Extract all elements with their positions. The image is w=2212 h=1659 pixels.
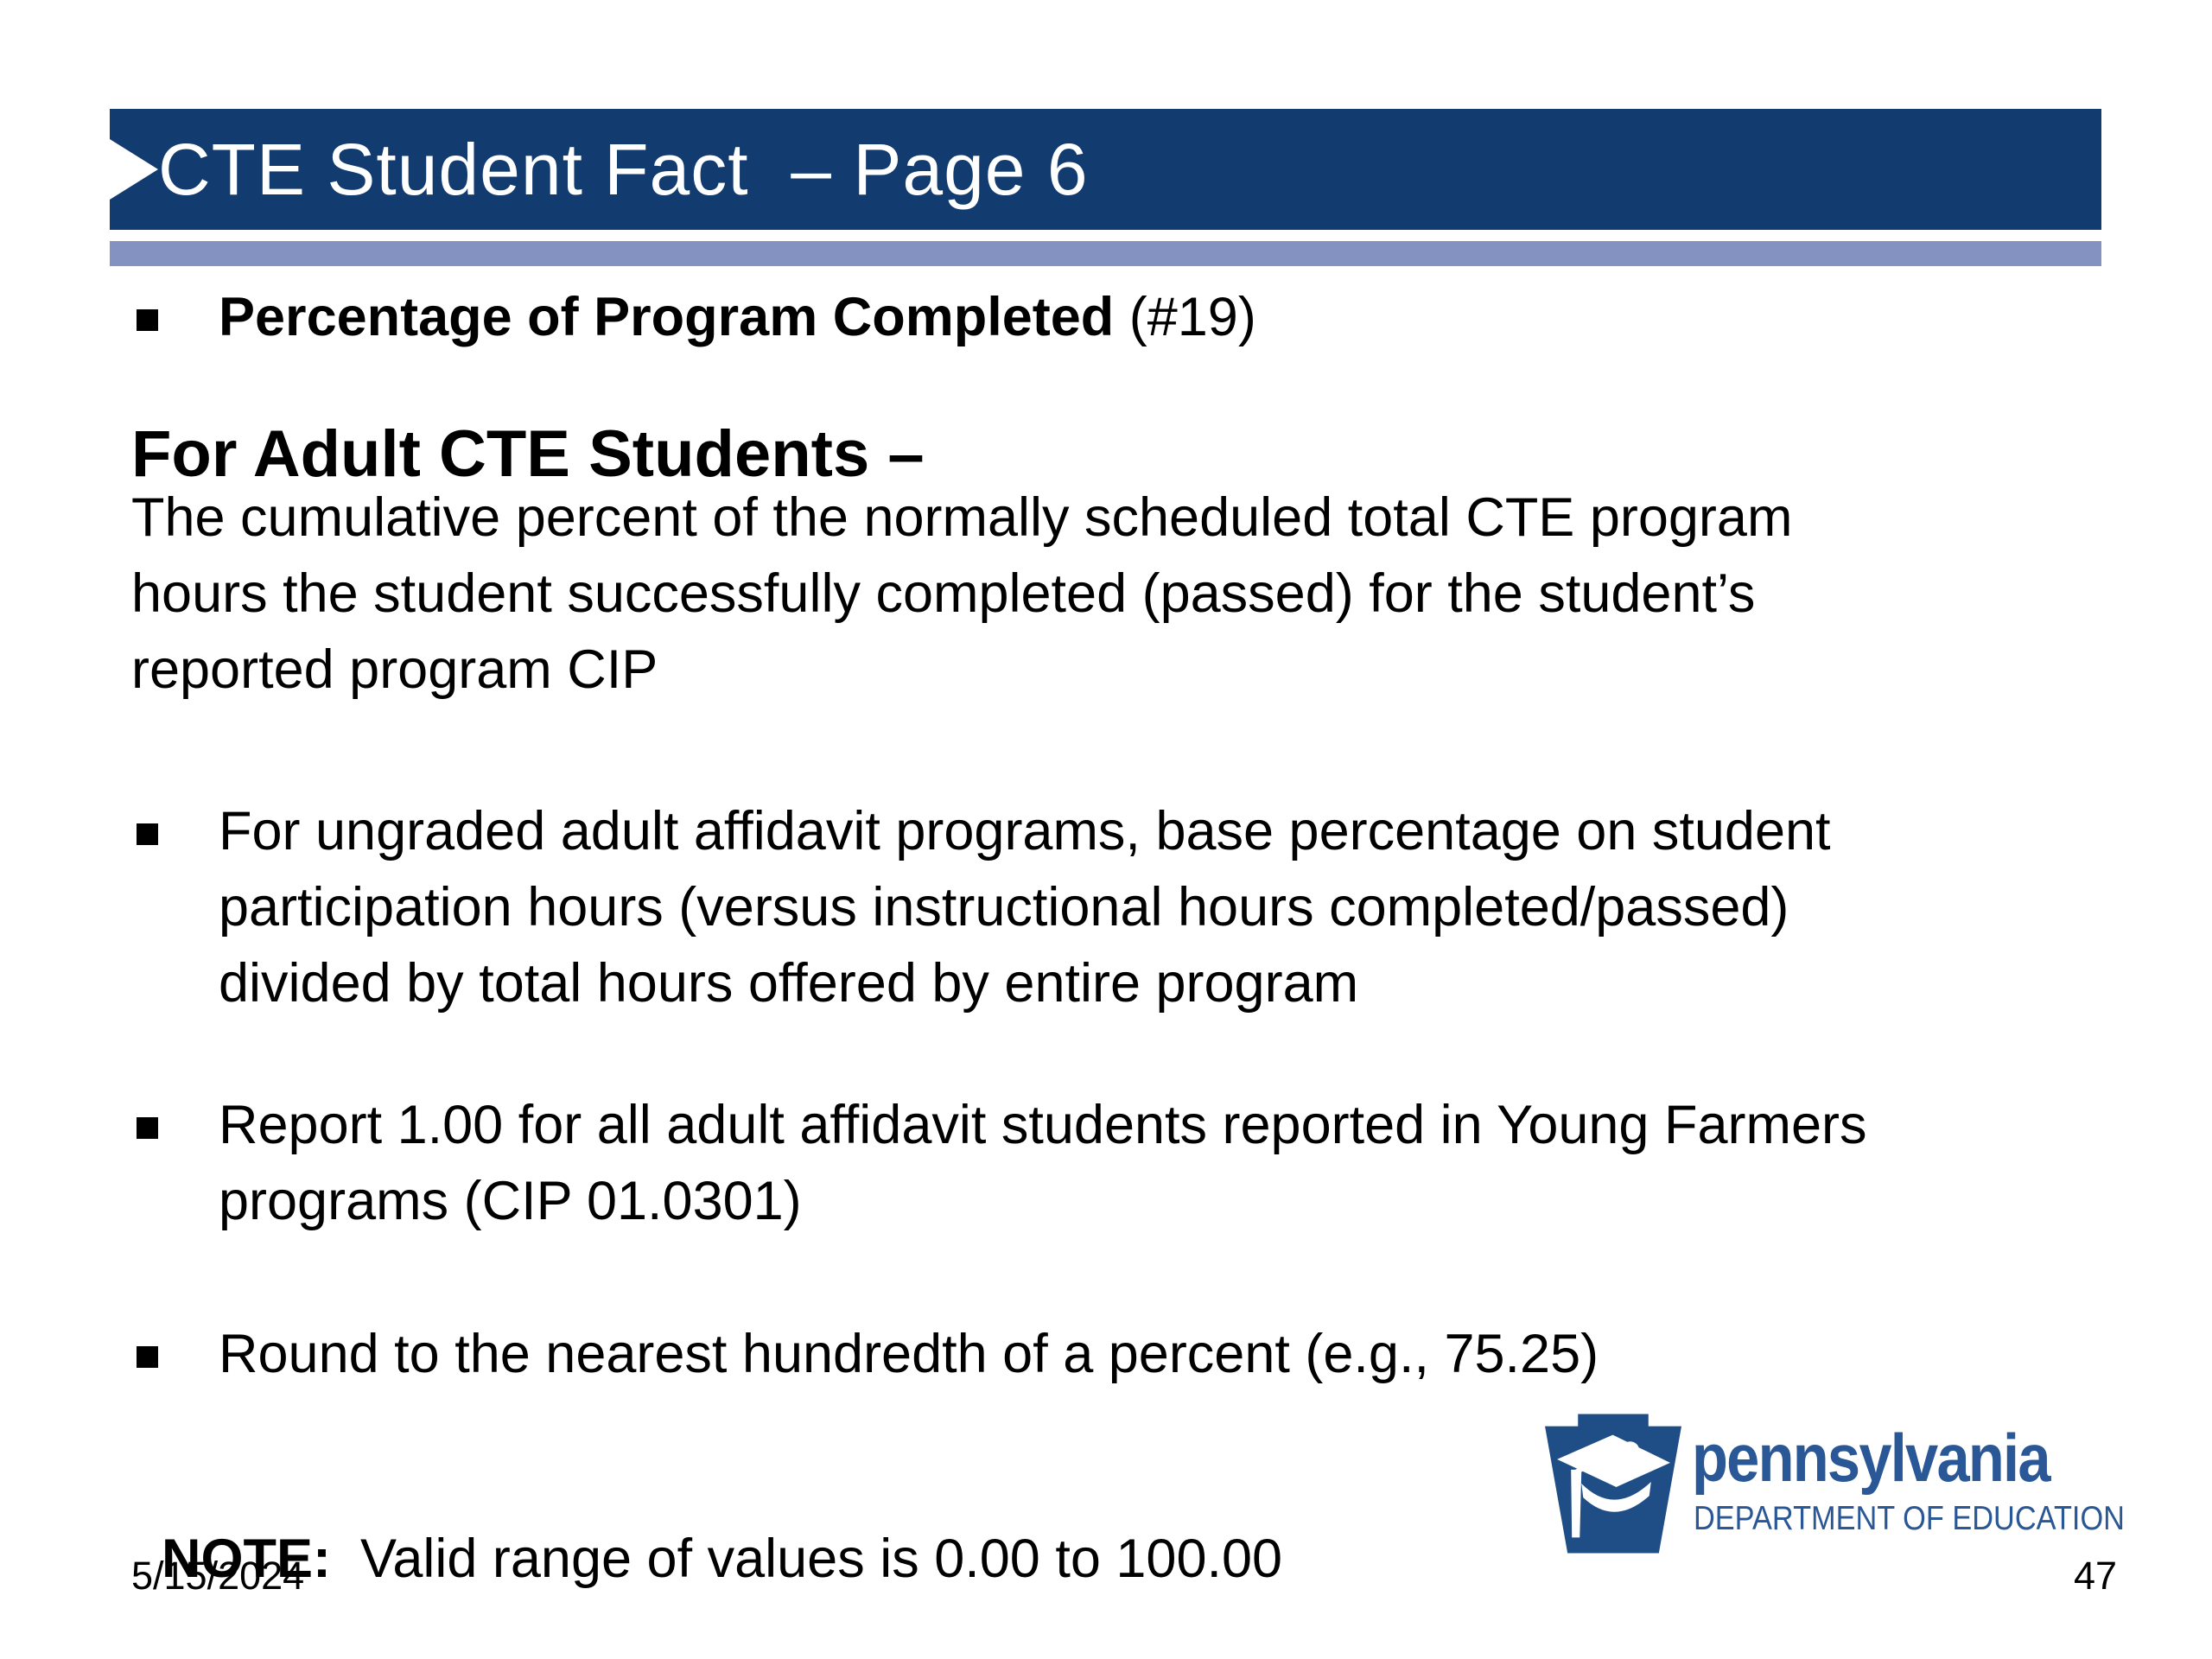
pa-keystone-logo (1545, 1414, 1681, 1554)
grad-cap-tassel (1571, 1469, 1582, 1538)
bullet-item-ungraded: For ungraded adult affidavit programs, b… (137, 793, 1831, 1021)
accent-divider-bar (110, 241, 2101, 266)
paragraph-line: The cumulative percent of the normally s… (131, 487, 1793, 548)
logo-wordmark: pennsylvania (1692, 1420, 2051, 1496)
chevron-right-icon (110, 139, 158, 200)
footer-page-number: 47 (2073, 1554, 2117, 1598)
note-line: NOTE: Valid range of values is 0.00 to 10… (131, 1445, 1282, 1597)
note-text: Valid range of values is 0.00 to 100.00 (360, 1529, 1283, 1589)
bullet-line: divided by total hours offered by entire… (219, 953, 1359, 1014)
square-bullet-icon (137, 1346, 158, 1368)
bullet-line: Round to the nearest hundredth of a perc… (219, 1324, 1599, 1384)
square-bullet-icon (137, 823, 158, 845)
grad-cap-base (1581, 1481, 1651, 1512)
bullet-item-percentage: Percentage of Program Completed (#19) (137, 279, 1256, 355)
grad-cap-board (1557, 1434, 1670, 1488)
paragraph-line: reported program CIP (131, 639, 658, 700)
slide-title-bar: CTE Student Fact – Page 6 (110, 109, 2101, 230)
grad-cap-tassel-cord (1575, 1452, 1626, 1474)
slide-title: CTE Student Fact – Page 6 (158, 128, 1089, 210)
bullet1-bold-text: Percentage of Program Completed (219, 287, 1115, 347)
bullet1-rest-text: (#19) (1114, 287, 1256, 347)
bullet-line: programs (CIP 01.0301) (219, 1171, 802, 1231)
grad-cap-button (1621, 1441, 1640, 1460)
definition-paragraph: The cumulative percent of the normally s… (131, 480, 1792, 708)
bullet-line: For ungraded adult affidavit programs, b… (219, 801, 1831, 861)
section-heading: For Adult CTE Students – (131, 417, 925, 491)
bullet-line: Percentage of Program Completed (#19) (219, 279, 1256, 355)
square-bullet-icon (137, 1117, 158, 1139)
bullet-item-round: Round to the nearest hundredth of a perc… (137, 1316, 1599, 1392)
paragraph-line: hours the student successfully completed… (131, 563, 1756, 624)
logo-subtitle: DEPARTMENT OF EDUCATION (1694, 1500, 2125, 1537)
bullet-line: participation hours (versus instructiona… (219, 877, 1789, 938)
note-label: NOTE: (162, 1529, 331, 1589)
footer-date: 5/15/2024 (131, 1554, 305, 1598)
bullet-line: Report 1.00 for all adult affidavit stud… (219, 1095, 1867, 1155)
bullet-item-report: Report 1.00 for all adult affidavit stud… (137, 1087, 1866, 1239)
square-bullet-icon (137, 309, 158, 331)
